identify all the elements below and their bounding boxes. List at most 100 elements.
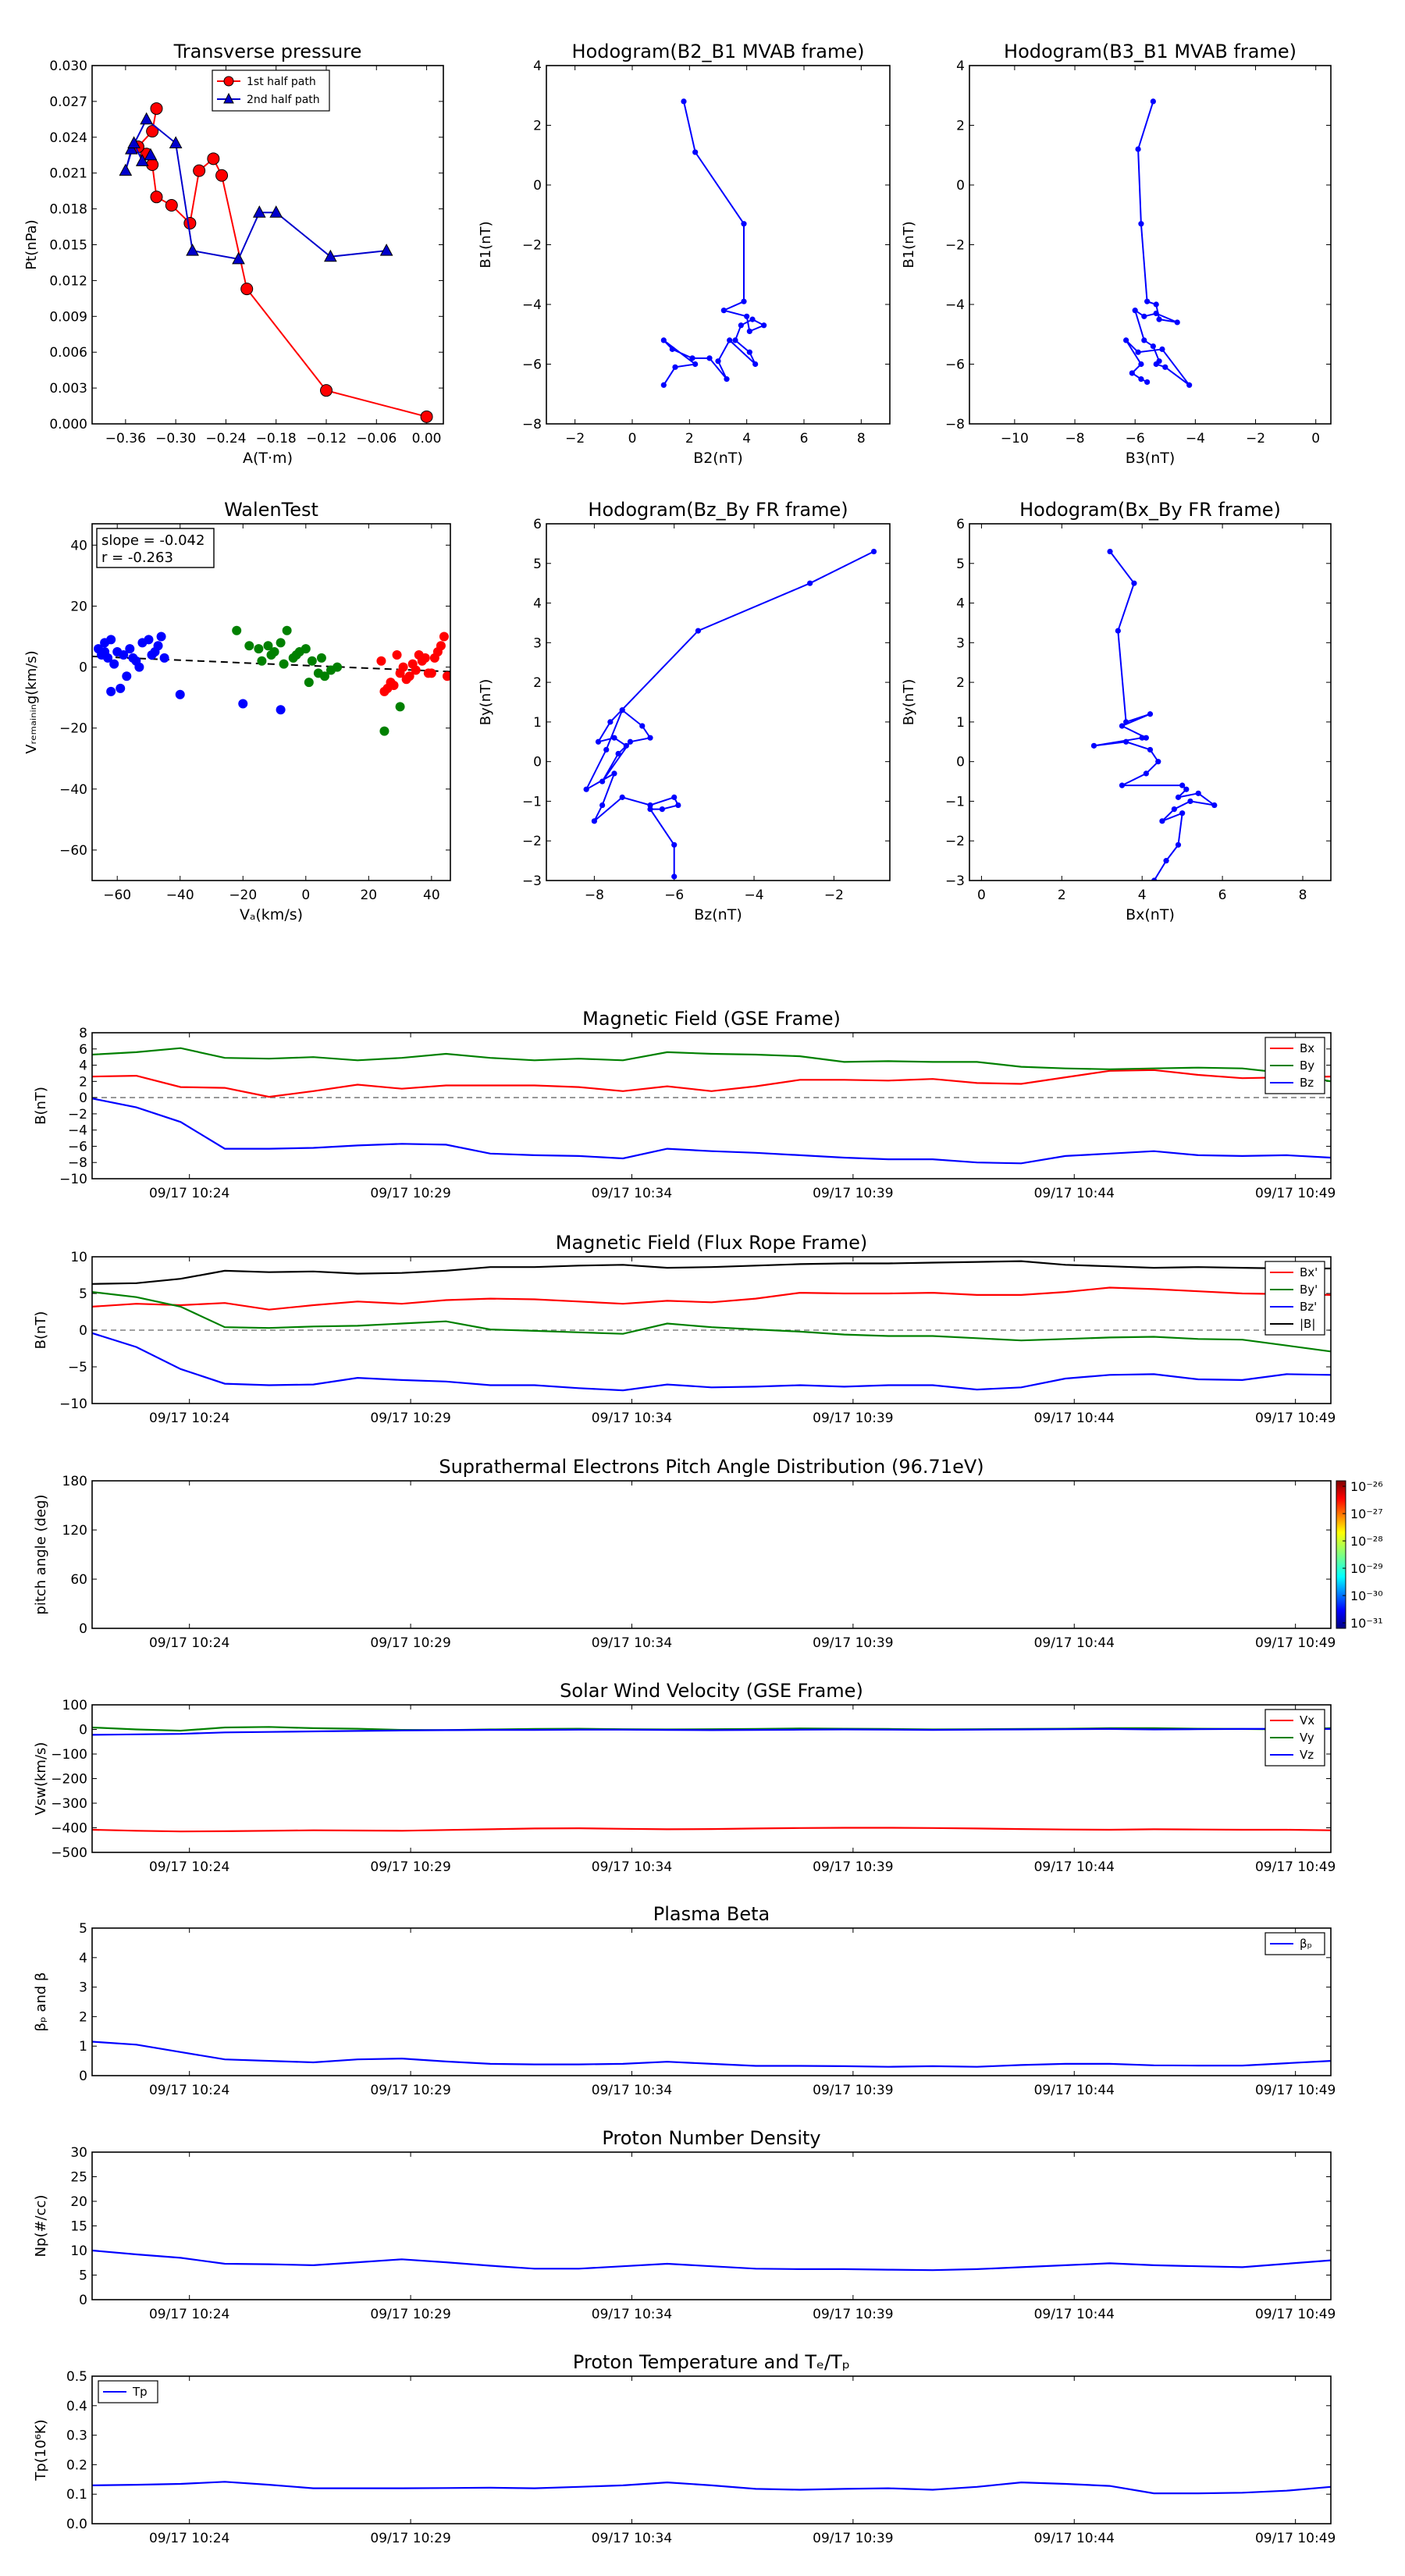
x-tick-label: −10 — [1001, 431, 1029, 447]
series-1st-half-path-point — [420, 410, 433, 423]
series-hodogram-point — [611, 735, 617, 741]
panel-mag_gse: Magnetic Field (GSE Frame) −10−8−6−4−2024… — [33, 1008, 1336, 1201]
legend-marker — [223, 76, 234, 87]
series-hodogram-point — [1123, 337, 1129, 343]
time-tick-label: 09/17 10:49 — [1255, 1186, 1336, 1201]
series-hodogram-point — [675, 802, 681, 809]
chart-title: Magnetic Field (GSE Frame) — [582, 1008, 841, 1030]
y-tick-label: 1 — [79, 2039, 87, 2055]
series-group-1-point — [100, 647, 110, 657]
plot-area — [92, 1726, 1331, 1833]
chart-title: Hodogram(B2_B1 MVAB frame) — [572, 41, 865, 62]
y-tick-label: 60 — [70, 1572, 87, 1588]
y-tick-label: 0.021 — [49, 166, 87, 182]
x-tick-label: −0.24 — [205, 431, 246, 447]
series-group-1-point — [119, 649, 129, 660]
series-hodogram-point — [689, 355, 695, 361]
axes-frame — [91, 65, 444, 425]
y-tick-label: 0.027 — [49, 94, 87, 110]
series-group-1-point — [106, 635, 116, 645]
y-tick-label: 0.4 — [66, 2399, 87, 2414]
y-tick-label: −2 — [68, 1107, 87, 1123]
y-tick-label: 0 — [956, 755, 965, 770]
time-tick-label: 09/17 10:34 — [592, 2083, 672, 2098]
series-group-1-point — [153, 641, 163, 651]
series-1st-half-path-point — [215, 169, 229, 182]
chart-title: Transverse pressure — [173, 41, 362, 62]
series-hodogram-line — [1094, 550, 1215, 881]
y-tick-label: 0.000 — [49, 417, 87, 432]
colorbar-tick-label: 10⁻²⁷ — [1350, 1507, 1383, 1521]
y-tick-label: 25 — [70, 2170, 87, 2186]
time-tick-label: 09/17 10:29 — [370, 1635, 450, 1651]
y-axis-label: Vsw(km/s) — [33, 1742, 49, 1816]
series-group-2-point — [263, 641, 273, 651]
series-hodogram-point — [1151, 877, 1158, 881]
series-group-2-point — [291, 649, 301, 660]
series-1st-half-path-point — [193, 164, 206, 177]
series-hodogram-point — [619, 707, 625, 713]
y-tick-label: 4 — [533, 59, 542, 74]
series-group-3-point — [436, 641, 446, 651]
x-tick-label: −6 — [1126, 431, 1145, 447]
series-hodogram-point — [1162, 364, 1168, 370]
series-hodogram-point — [715, 358, 721, 365]
series-group-1-point — [122, 671, 132, 681]
series-hodogram-point — [595, 738, 602, 745]
y-tick-label: −2 — [945, 834, 965, 849]
series-1st-half-path-point — [146, 158, 159, 171]
series-hodogram-point — [647, 735, 653, 741]
series-hodogram-point — [1150, 343, 1156, 350]
y-tick-label: 2 — [956, 675, 965, 691]
series-hodogram-point — [720, 308, 727, 314]
x-tick-label: −0.30 — [155, 431, 196, 447]
panel-pad: Suprathermal Electrons Pitch Angle Distr… — [33, 1456, 1383, 1651]
series-group-1-point — [147, 649, 157, 660]
series-by-line — [92, 1047, 1331, 1083]
plot-area — [1123, 98, 1193, 388]
y-tick-label: 8 — [79, 1026, 87, 1041]
legend-label: Vx — [1300, 1713, 1314, 1727]
y-tick-label: −2 — [522, 238, 542, 254]
time-tick-label: 09/17 10:39 — [813, 1186, 893, 1201]
x-axis-label: Vₐ(km/s) — [240, 906, 303, 923]
y-tick-label: 0 — [533, 755, 542, 770]
series-bx-line — [92, 1069, 1331, 1098]
y-tick-label: 30 — [70, 2145, 87, 2161]
legend-label: Vy — [1300, 1731, 1314, 1745]
x-tick-label: 6 — [1218, 888, 1227, 903]
series-hodogram-point — [752, 361, 759, 368]
time-tick-label: 09/17 10:24 — [149, 1859, 229, 1875]
series-hodogram-point — [1153, 310, 1159, 317]
time-tick-label: 09/17 10:49 — [1255, 1859, 1336, 1875]
chart-title: Suprathermal Electrons Pitch Angle Distr… — [439, 1456, 984, 1478]
colorbar-tick-label: 10⁻²⁶ — [1350, 1479, 1383, 1494]
series-hodogram-point — [761, 322, 767, 329]
series-group-1-point — [116, 683, 126, 693]
series-hodogram-point — [647, 806, 653, 813]
panel-h3: Hodogram(Bz_By FR frame) −3 −2 −1 0 1 2 3 4 5 6 −8 −… — [478, 499, 891, 923]
x-tick-label: −4 — [745, 888, 764, 903]
y-tick-label: −400 — [51, 1821, 87, 1837]
legend-label: By — [1300, 1059, 1314, 1073]
y-tick-label: 0 — [79, 660, 87, 676]
y-tick-label: 3 — [79, 1980, 87, 1996]
colorbar — [1336, 1480, 1346, 1629]
y-tick-label: 0 — [79, 1323, 87, 1339]
y-tick-label: 4 — [956, 596, 965, 612]
series-hodogram-line — [663, 101, 767, 386]
series-hodogram-point — [1143, 735, 1149, 741]
series-2nd-half-path-point — [324, 249, 337, 262]
series-group-3-point — [386, 678, 396, 688]
series-group-1-point — [106, 686, 116, 696]
series-hodogram-point — [1147, 746, 1154, 753]
x-tick-label: −60 — [103, 888, 131, 903]
y-tick-label: 5 — [956, 557, 965, 572]
series-1st-half-path-point — [150, 190, 163, 204]
series-by--line — [92, 1291, 1331, 1353]
time-tick-label: 09/17 10:24 — [149, 2531, 229, 2546]
time-tick-label: 09/17 10:34 — [592, 1635, 672, 1651]
panel-np: Proton Number Density 0 5 10 15 20 25 30 09/17 1… — [33, 2127, 1336, 2322]
plot-area — [92, 2481, 1331, 2495]
series-group-3-point — [439, 632, 449, 642]
